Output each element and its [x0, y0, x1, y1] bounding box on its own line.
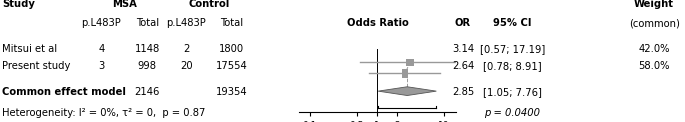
Text: Mitsui et al: Mitsui et al: [2, 44, 57, 54]
Text: Present study: Present study: [2, 61, 71, 71]
Text: (common): (common): [629, 18, 680, 28]
Text: 3: 3: [98, 61, 105, 71]
Text: 2: 2: [183, 44, 190, 54]
Text: MSA: MSA: [112, 0, 137, 9]
Text: OR: OR: [455, 18, 471, 28]
Text: Odds Ratio: Odds Ratio: [347, 18, 408, 28]
Text: [0.78; 8.91]: [0.78; 8.91]: [483, 61, 542, 71]
Text: p.L483P: p.L483P: [82, 18, 121, 28]
Text: 4: 4: [98, 44, 105, 54]
Text: 19354: 19354: [216, 87, 247, 97]
Text: 998: 998: [138, 61, 157, 71]
Polygon shape: [378, 87, 436, 96]
Text: 1148: 1148: [135, 44, 160, 54]
Text: [1.05; 7.76]: [1.05; 7.76]: [483, 87, 542, 97]
Text: 17554: 17554: [216, 61, 247, 71]
Text: Total: Total: [220, 18, 243, 28]
Text: 1800: 1800: [219, 44, 244, 54]
Text: Heterogeneity: I² = 0%, τ² = 0,  p = 0.87: Heterogeneity: I² = 0%, τ² = 0, p = 0.87: [2, 108, 206, 118]
Text: p.L483P: p.L483P: [166, 18, 206, 28]
Text: [0.57; 17.19]: [0.57; 17.19]: [479, 44, 545, 54]
Text: 3.14: 3.14: [452, 44, 474, 54]
Text: 2.85: 2.85: [452, 87, 474, 97]
Text: 2.64: 2.64: [452, 61, 474, 71]
Bar: [402, 69, 408, 78]
Text: Weight: Weight: [634, 0, 674, 9]
Text: 58.0%: 58.0%: [638, 61, 670, 71]
Text: Control: Control: [188, 0, 229, 9]
Text: Study: Study: [2, 0, 35, 9]
Bar: [406, 59, 414, 66]
Text: 20: 20: [180, 61, 192, 71]
Text: Total: Total: [136, 18, 159, 28]
Text: 95% CI: 95% CI: [493, 18, 532, 28]
Text: 2146: 2146: [134, 87, 160, 97]
Text: p = 0.0400: p = 0.0400: [484, 108, 540, 118]
Text: Common effect model: Common effect model: [2, 87, 126, 97]
Text: 42.0%: 42.0%: [638, 44, 670, 54]
